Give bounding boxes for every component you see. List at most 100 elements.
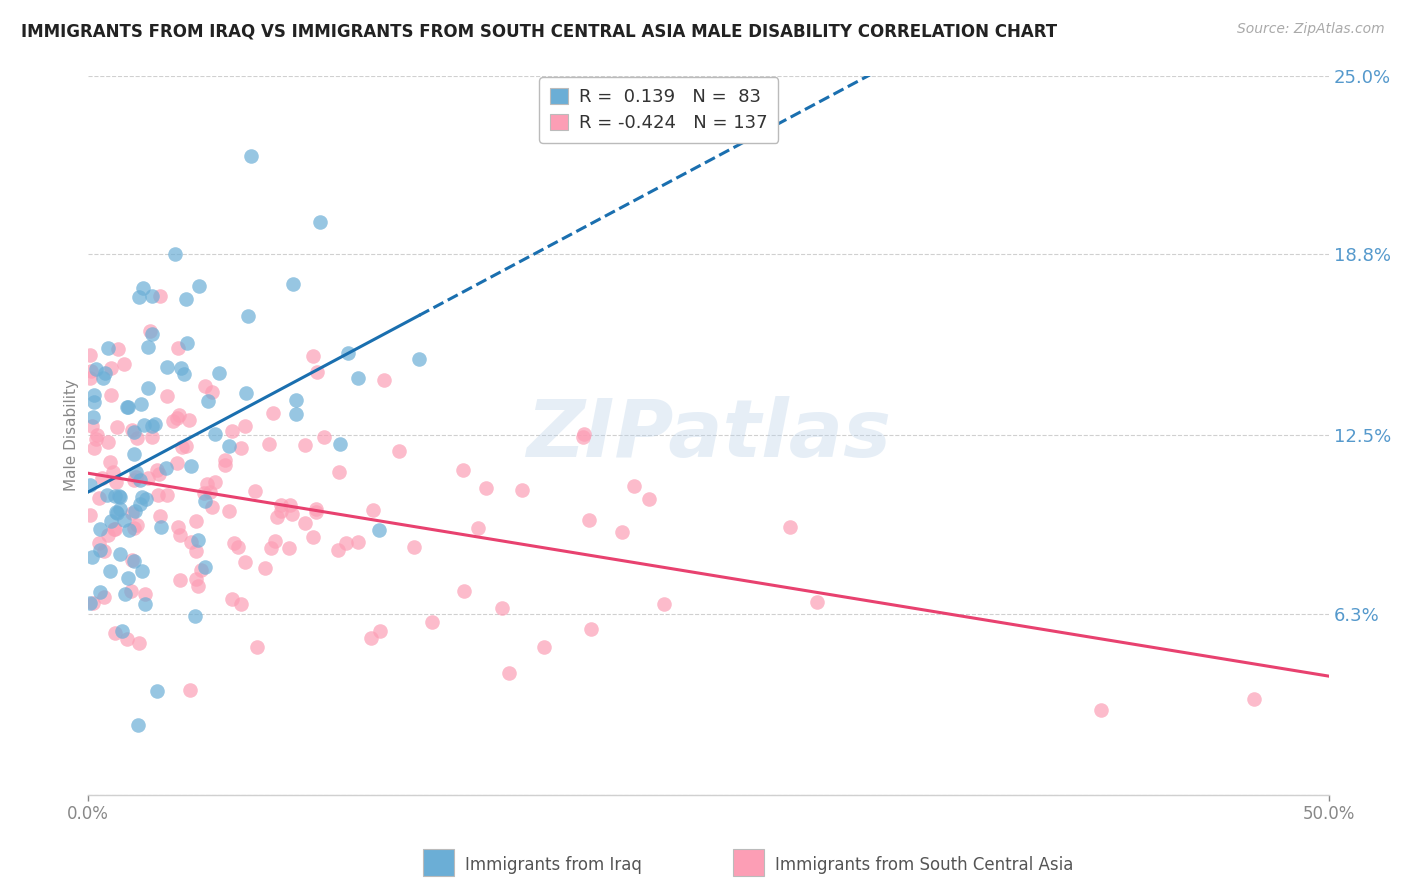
Point	[388, 444, 411, 458]
Point	[197, 393, 219, 408]
Point	[110, 502, 132, 516]
Point	[87, 536, 110, 550]
Point	[166, 457, 188, 471]
Point	[533, 640, 555, 655]
Point	[100, 388, 122, 402]
Point	[141, 289, 163, 303]
Point	[190, 562, 212, 576]
Point	[150, 520, 173, 534]
Point	[129, 473, 152, 487]
Point	[146, 463, 169, 477]
Point	[166, 341, 188, 355]
Point	[270, 504, 292, 518]
Point	[141, 327, 163, 342]
Point	[187, 579, 209, 593]
Point	[204, 475, 226, 490]
Point	[104, 489, 127, 503]
Point	[278, 498, 301, 512]
Point	[257, 437, 280, 451]
Point	[86, 427, 108, 442]
Point	[107, 489, 129, 503]
Point	[1090, 703, 1112, 717]
Point	[194, 379, 217, 393]
Point	[264, 533, 287, 548]
Point	[100, 361, 122, 376]
Y-axis label: Male Disability: Male Disability	[65, 379, 79, 491]
Point	[208, 367, 231, 381]
Point	[97, 527, 120, 541]
Point	[135, 491, 157, 506]
Point	[156, 360, 179, 375]
Point	[491, 600, 513, 615]
Point	[122, 447, 145, 461]
Point	[128, 635, 150, 649]
Text: Immigrants from South Central Asia: Immigrants from South Central Asia	[775, 856, 1074, 874]
Point	[612, 524, 634, 539]
Point	[166, 520, 188, 534]
Point	[114, 587, 136, 601]
Point	[174, 439, 197, 453]
Point	[108, 490, 131, 504]
Point	[335, 536, 357, 550]
Point	[180, 535, 202, 549]
Point	[155, 460, 177, 475]
Point	[111, 624, 134, 638]
Point	[204, 426, 226, 441]
Point	[309, 215, 332, 229]
Point	[117, 571, 139, 585]
Point	[84, 432, 107, 446]
Point	[236, 310, 259, 324]
Point	[127, 718, 149, 732]
Point	[162, 414, 184, 428]
Point	[235, 385, 257, 400]
Point	[91, 371, 114, 385]
Point	[179, 412, 201, 426]
Point	[105, 420, 128, 434]
Point	[169, 527, 191, 541]
Point	[124, 473, 146, 487]
Point	[82, 418, 104, 433]
Point	[1243, 691, 1265, 706]
Point	[184, 608, 207, 623]
Point	[294, 516, 316, 530]
Point	[294, 438, 316, 452]
Point	[337, 345, 360, 359]
Point	[145, 683, 167, 698]
Point	[149, 289, 172, 303]
Point	[221, 424, 243, 438]
Point	[89, 542, 111, 557]
Point	[270, 498, 292, 512]
Point	[367, 523, 389, 537]
Point	[243, 483, 266, 498]
Point	[201, 500, 224, 514]
Point	[233, 555, 256, 569]
Point	[806, 595, 828, 609]
Point	[173, 367, 195, 381]
Point	[79, 364, 101, 378]
Point	[170, 440, 193, 454]
Point	[281, 507, 304, 521]
Point	[229, 597, 252, 611]
Point	[115, 401, 138, 415]
Point	[89, 522, 111, 536]
Point	[195, 476, 218, 491]
Point	[779, 520, 801, 534]
Point	[184, 572, 207, 586]
Point	[638, 491, 661, 506]
Point	[138, 324, 160, 338]
Point	[222, 536, 245, 550]
Point	[652, 598, 675, 612]
Point	[193, 486, 215, 500]
Point	[187, 533, 209, 547]
Point	[467, 521, 489, 535]
Point	[124, 521, 146, 535]
Point	[143, 417, 166, 432]
Point	[277, 541, 299, 555]
Point	[246, 640, 269, 654]
Point	[94, 367, 117, 381]
Point	[98, 455, 121, 469]
Point	[218, 504, 240, 518]
Point	[373, 373, 395, 387]
Point	[136, 339, 159, 353]
Point	[122, 425, 145, 440]
